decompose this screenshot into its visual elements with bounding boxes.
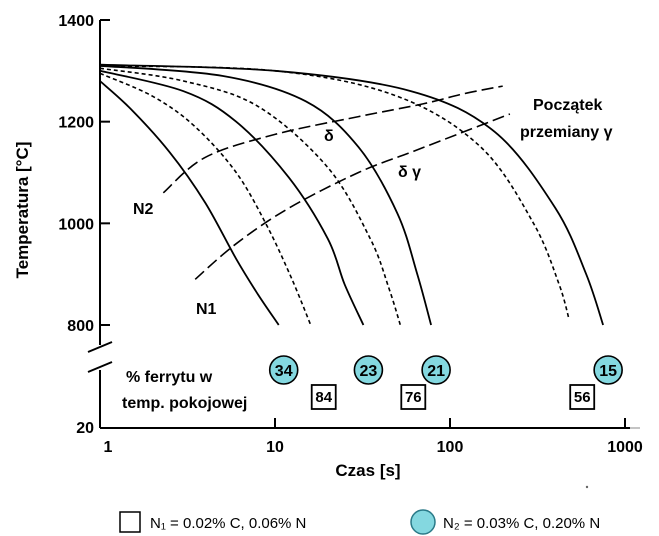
y-tick-label-1400: 1400 bbox=[58, 13, 94, 30]
n2-label: N2 bbox=[133, 201, 154, 218]
ferrite-box-label-84: 84 bbox=[315, 389, 332, 406]
ferrite-circle-label-34: 34 bbox=[275, 363, 293, 380]
cooling-curve-21 bbox=[99, 64, 432, 326]
y-tick-label-1000: 1000 bbox=[58, 216, 94, 233]
delta-gamma-label: δ γ bbox=[398, 164, 421, 181]
n1-label: N1 bbox=[196, 301, 217, 318]
ferrite-box-76 bbox=[400, 384, 427, 410]
ferrite-box-56 bbox=[569, 384, 596, 410]
ferrite-box-label-56: 56 bbox=[574, 389, 591, 406]
ferrite-circle-label-23: 23 bbox=[360, 363, 378, 380]
x-ticks: 1 10 100 1000 bbox=[104, 418, 643, 456]
y-axis-break-mark-2 bbox=[87, 361, 113, 373]
cooling-curve-76 bbox=[99, 67, 402, 326]
delta-label: δ bbox=[324, 128, 334, 145]
dot-mark bbox=[585, 485, 589, 489]
ferrite-circle-21 bbox=[421, 355, 451, 385]
cooling-curve-34 bbox=[99, 80, 280, 326]
start-curve-n2 bbox=[162, 85, 503, 194]
x-axis-title: Czas [s] bbox=[335, 461, 400, 480]
x-tick-label-1000: 1000 bbox=[607, 439, 643, 456]
y-break-label: 20 bbox=[76, 420, 94, 437]
x-tick-label-100: 100 bbox=[437, 439, 464, 456]
ferrite-circle-label-15: 15 bbox=[599, 363, 617, 380]
ferrite-circle-label-21: 21 bbox=[427, 363, 445, 380]
y-axis-title: Temperatura [°C] bbox=[13, 142, 32, 279]
cooling-curve-23 bbox=[99, 69, 365, 326]
start-curve-n1 bbox=[194, 113, 511, 280]
ferrite-markers: 34 84 23 76 21 56 15 bbox=[268, 355, 623, 410]
ferrite-circle-23 bbox=[353, 355, 384, 385]
cooling-curves bbox=[99, 63, 604, 326]
ferrite-label-line1: % ferrytu w bbox=[126, 369, 213, 386]
x-tick-label-1: 1 bbox=[104, 439, 113, 456]
legend-box-label: N₁ = 0.02% C, 0.06% N bbox=[150, 515, 306, 532]
legend-circle-label: N₂ = 0.03% C, 0.20% N bbox=[443, 515, 600, 532]
transformation-start-label-line2: przemiany γ bbox=[520, 124, 613, 141]
y-ticks: 1400 1200 1000 800 bbox=[58, 13, 110, 335]
ferrite-circle-15 bbox=[593, 355, 623, 385]
cooling-curve-84 bbox=[99, 72, 312, 326]
y-tick-label-1200: 1200 bbox=[58, 115, 94, 132]
cooling-curve-15 bbox=[99, 63, 604, 326]
ferrite-label-line2: temp. pokojowej bbox=[122, 395, 247, 412]
x-tick-label-10: 10 bbox=[266, 439, 284, 456]
cooling-curve-56 bbox=[99, 65, 570, 321]
transformation-start-curves bbox=[162, 85, 511, 280]
y-axis-break-mark-1 bbox=[87, 341, 113, 353]
ferrite-circle-34 bbox=[268, 355, 299, 385]
y-tick-label-800: 800 bbox=[67, 318, 94, 335]
ferrite-box-84 bbox=[310, 384, 337, 410]
transformation-start-label-line1: Początek bbox=[533, 97, 602, 114]
legend-circle-swatch bbox=[410, 509, 436, 535]
legend: N₁ = 0.02% C, 0.06% N N₂ = 0.03% C, 0.20… bbox=[119, 509, 600, 535]
ferrite-box-label-76: 76 bbox=[405, 389, 422, 406]
legend-box-swatch bbox=[119, 511, 141, 533]
